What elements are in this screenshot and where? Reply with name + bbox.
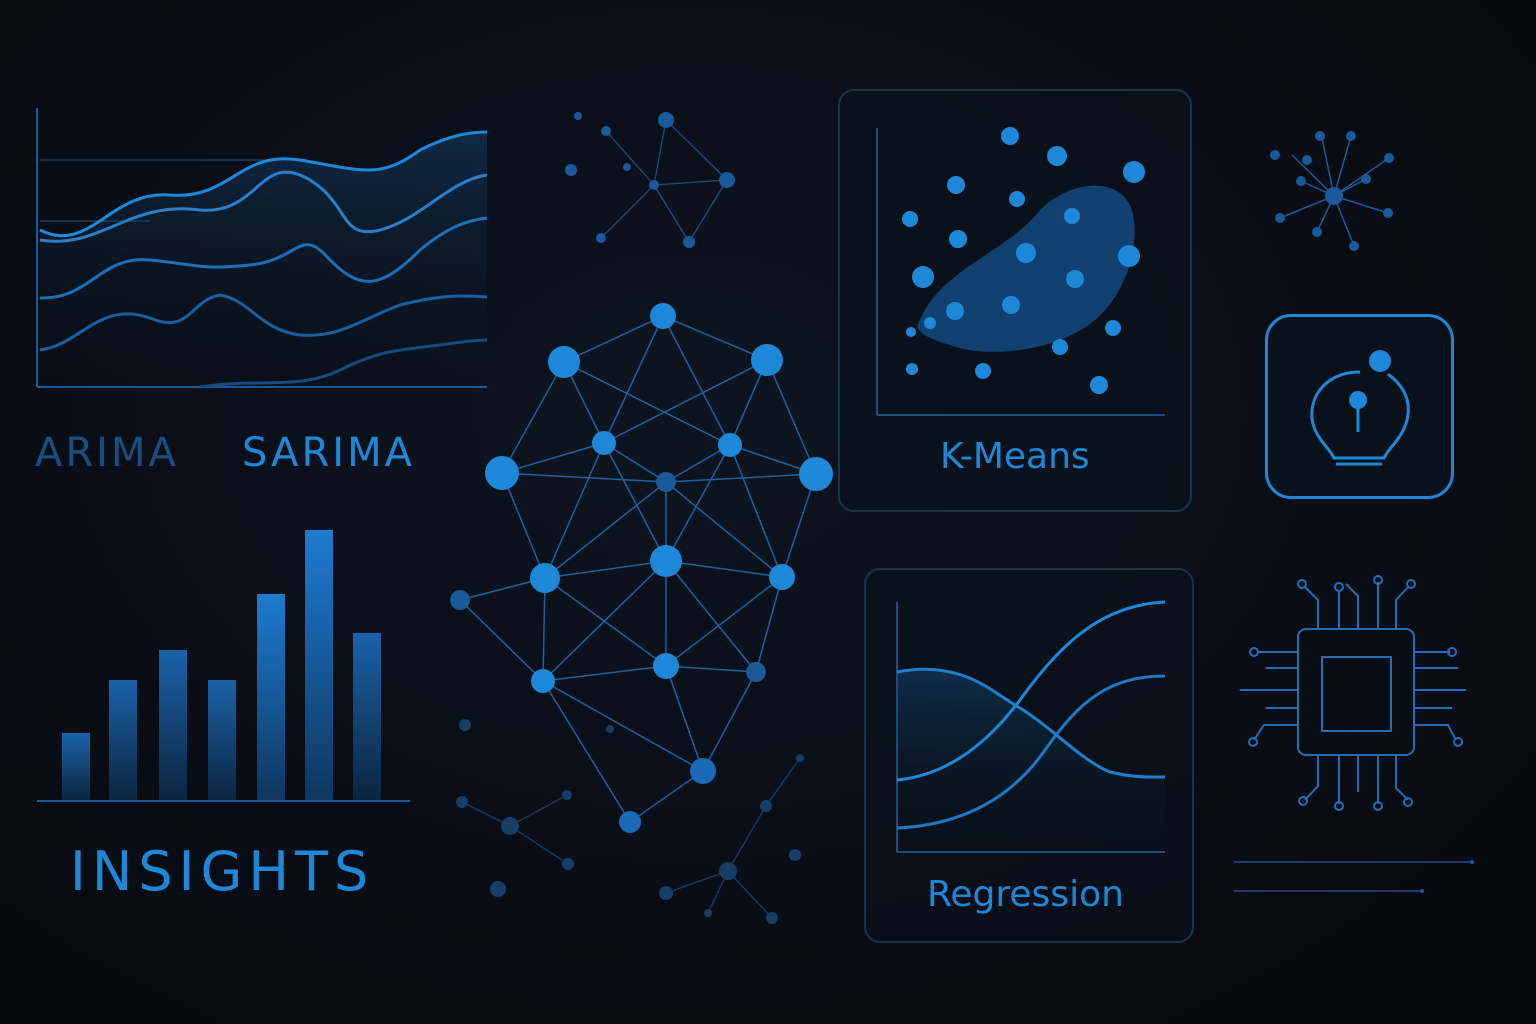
bar <box>353 633 381 801</box>
sarima-label: SARIMA <box>242 430 415 476</box>
cluster-blob <box>917 185 1135 352</box>
insights-label: INSIGHTS <box>70 840 375 903</box>
ts-series-line <box>39 170 488 243</box>
regression-label: Regression <box>927 874 1124 915</box>
kmeans-points <box>902 127 1145 394</box>
ts-series-line <box>39 293 488 352</box>
regression-curve <box>896 674 1166 830</box>
bar <box>109 680 137 801</box>
bar <box>208 680 236 801</box>
bar <box>305 530 333 801</box>
arima-label: ARIMA <box>35 430 179 476</box>
bar <box>159 650 187 801</box>
regression-curve <box>896 600 1166 782</box>
regression-curve <box>896 667 1166 779</box>
ts-series-line <box>39 216 488 300</box>
ts-series-line <box>199 338 488 389</box>
ts-series-line <box>39 130 488 238</box>
regression-area <box>897 669 1165 852</box>
network-nodes <box>450 303 833 833</box>
kmeans-label: K-Means <box>940 436 1090 477</box>
bar <box>62 733 90 801</box>
bar <box>257 594 285 801</box>
